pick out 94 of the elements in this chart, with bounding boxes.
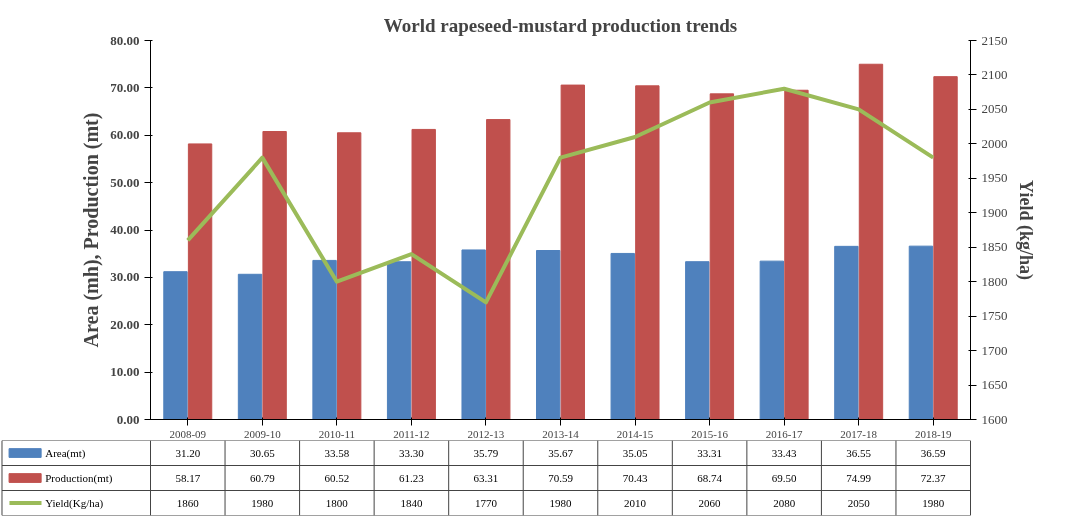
bar: [187, 143, 213, 420]
data-label: 1980: [922, 496, 945, 509]
data-label: 36.59: [920, 446, 947, 459]
y-axis-title: Area (mh), Production (mt): [80, 112, 104, 348]
data-label: 2010: [624, 496, 647, 509]
bar: [163, 271, 188, 420]
line-series: [185, 86, 936, 305]
bar: [386, 261, 412, 420]
legend-label: Production(mt): [45, 472, 113, 485]
bar: [237, 273, 263, 420]
bar: [635, 85, 660, 420]
data-label: 63.31: [473, 471, 499, 484]
data-label: 1770: [474, 496, 498, 509]
data-label: 33.31: [697, 446, 722, 459]
bar: [312, 259, 337, 420]
y2-tick-label: 2000: [981, 135, 1008, 151]
bar: [610, 252, 635, 420]
data-label: 61.23: [399, 471, 425, 484]
data-label: 1800: [325, 496, 349, 509]
x-tick-label: 2010-11: [318, 427, 355, 440]
x-tick-label: 2013-14: [542, 427, 580, 440]
data-label: 1980: [549, 496, 572, 509]
x-tick-label: 2009-10: [243, 427, 282, 440]
data-label: 68.74: [697, 471, 723, 484]
data-label: 35.79: [473, 446, 499, 459]
data-label: 1840: [400, 496, 423, 509]
x-tick-label: 2012-13: [467, 427, 505, 440]
y-tick-label: 50.00: [110, 174, 140, 190]
data-label: 35.05: [622, 446, 648, 459]
y-tick-label: 60.00: [110, 127, 140, 143]
bar: [486, 119, 511, 420]
legend-label: Area(mt): [45, 447, 86, 460]
x-tick-label: 2017-18: [840, 427, 878, 440]
data-label: 35.67: [548, 446, 574, 459]
y-tick-label: 70.00: [110, 79, 140, 95]
data-label: 1980: [251, 496, 274, 509]
data-label: 33.43: [771, 446, 798, 459]
bar: [709, 93, 735, 420]
y-tick-label: 10.00: [110, 364, 140, 380]
y2-axis-title: Yield (kg/ha): [1014, 180, 1036, 280]
data-label: 1860: [176, 496, 200, 509]
data-label: 31.20: [175, 446, 201, 459]
y2-tick-label: 2050: [981, 101, 1008, 117]
y2-tick-label: 2100: [981, 66, 1008, 82]
y2-tick-label: 1650: [981, 377, 1008, 393]
data-label: 30.65: [249, 446, 276, 459]
x-tick-label: 2014-15: [616, 427, 654, 440]
y2-tick-label: 1700: [981, 342, 1008, 358]
bar: [336, 132, 362, 420]
data-label: 72.37: [920, 471, 947, 484]
bar: [858, 63, 884, 420]
data-label: 2050: [847, 496, 871, 509]
y-tick-label: 0.00: [116, 411, 140, 427]
chart-title: World rapeseed-mustard production trends: [383, 14, 738, 36]
legend-label: Yield(Kg/ha): [45, 497, 104, 510]
y2-tick-label: 2150: [981, 32, 1008, 48]
bar: [784, 89, 809, 420]
data-label: 2080: [773, 496, 796, 509]
data-label: 33.30: [399, 446, 425, 459]
bar: [262, 131, 287, 420]
data-label: 60.52: [324, 471, 350, 484]
bar: [834, 245, 859, 420]
data-label: 33.58: [324, 446, 350, 459]
x-tick-label: 2016-17: [765, 427, 803, 440]
data-label: 70.59: [548, 471, 574, 484]
data-label: 74.99: [846, 471, 872, 484]
y2-tick-label: 1950: [981, 170, 1008, 186]
bar: [933, 76, 958, 420]
y2-tick-label: 1850: [981, 239, 1008, 255]
data-label: 58.17: [175, 471, 201, 484]
data-label: 36.55: [846, 446, 872, 459]
data-label: 60.79: [249, 471, 276, 484]
y2-tick-label: 1750: [981, 308, 1008, 324]
bar: [560, 84, 585, 420]
x-tick-label: 2011-12: [393, 427, 430, 440]
bar: [461, 249, 486, 420]
x-tick-label: 2018-19: [914, 427, 953, 440]
y-tick-label: 30.00: [110, 269, 140, 285]
y-tick-label: 40.00: [110, 222, 140, 237]
x-tick-label: 2015-16: [691, 427, 729, 440]
bar: [411, 128, 436, 420]
y-tick-label: 20.00: [110, 316, 140, 332]
y2-tick-label: 1900: [981, 204, 1008, 220]
x-tick-label: 2008-09: [169, 427, 207, 440]
data-label: 69.50: [771, 471, 798, 484]
data-label: 2060: [698, 496, 722, 509]
bar: [536, 250, 561, 420]
bar: [908, 245, 934, 420]
data-label: 70.43: [622, 471, 648, 484]
y-tick-label: 80.00: [110, 32, 140, 48]
bar: [685, 261, 710, 420]
bar: [759, 260, 785, 420]
y2-tick-label: 1800: [981, 273, 1008, 289]
y2-tick-label: 1600: [981, 411, 1008, 427]
